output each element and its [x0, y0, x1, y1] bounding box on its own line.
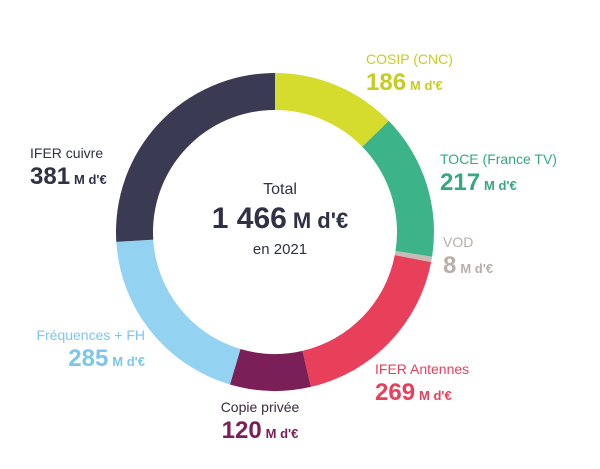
- label-frequences-value: 285 M d'€: [20, 344, 145, 377]
- label-ifer-cuivre: IFER cuivre 381 M d'€: [30, 144, 107, 195]
- label-frequences-unit: M d'€: [112, 354, 145, 369]
- label-ifer-antennes-number: 269: [375, 379, 416, 406]
- donut-slice-cosip-cnc: [275, 73, 389, 147]
- total-center: Total 1 466 M d'€ en 2021: [180, 180, 380, 260]
- label-cosip-name: COSIP (CNC): [366, 51, 453, 67]
- label-ifer-cuivre-name: IFER cuivre: [30, 145, 104, 161]
- donut-slice-ifer-antennes: [302, 255, 432, 387]
- label-ifer-cuivre-unit: M d'€: [74, 172, 107, 187]
- label-vod-unit: M d'€: [460, 261, 494, 276]
- total-number: 1 466: [211, 202, 287, 235]
- label-toce-name: TOCE (France TV): [440, 151, 557, 167]
- label-ifer-cuivre-value: 381 M d'€: [30, 162, 107, 195]
- label-frequences-name: Fréquences + FH: [36, 327, 145, 343]
- label-vod-name: VOD: [443, 234, 474, 250]
- label-toce-unit: M d'€: [484, 178, 517, 193]
- donut-slice-toce-france-tv: [362, 120, 434, 257]
- donut-slice-ifer-cuivre: [115, 73, 275, 242]
- donut-slice-fr-quences-fh: [116, 239, 241, 385]
- label-cosip: COSIP (CNC) 186 M d'€: [366, 50, 453, 101]
- donut-slice-vod: [394, 251, 433, 263]
- label-vod-number: 8: [443, 252, 457, 279]
- total-label: Total: [263, 181, 297, 198]
- label-toce-value: 217 M d'€: [440, 168, 557, 201]
- label-copie-privee-unit: M d'€: [265, 426, 299, 441]
- label-toce: TOCE (France TV) 217 M d'€: [440, 150, 557, 201]
- label-ifer-antennes: IFER Antennes 269 M d'€: [375, 360, 469, 411]
- total-year: en 2021: [252, 241, 308, 258]
- label-frequences-number: 285: [68, 345, 109, 372]
- label-cosip-unit: M d'€: [410, 78, 443, 93]
- label-copie-privee-name: Copie privée: [220, 399, 300, 415]
- label-ifer-cuivre-number: 381: [30, 163, 71, 190]
- label-ifer-antennes-name: IFER Antennes: [375, 361, 470, 377]
- label-ifer-antennes-value: 269 M d'€: [375, 378, 469, 411]
- label-copie-privee-value: 120 M d'€: [200, 416, 320, 449]
- label-copie-privee-number: 120: [221, 417, 262, 444]
- label-cosip-number: 186: [366, 69, 407, 96]
- label-copie-privee: Copie privée 120 M d'€: [200, 398, 320, 449]
- total-value: 1 466 M d'€: [180, 200, 380, 240]
- label-frequences: Fréquences + FH 285 M d'€: [20, 326, 145, 377]
- label-ifer-antennes-unit: M d'€: [419, 388, 452, 403]
- total-unit: M d'€: [292, 208, 349, 233]
- donut-slice-copie-priv-e: [229, 349, 311, 391]
- label-cosip-value: 186 M d'€: [366, 68, 453, 101]
- label-toce-number: 217: [440, 169, 481, 196]
